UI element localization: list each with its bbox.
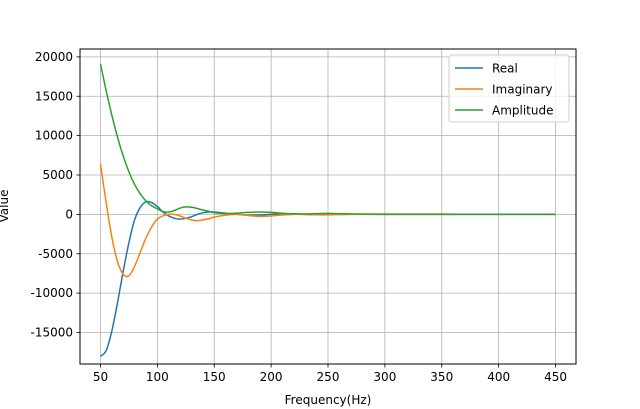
legend-label-imaginary: Imaginary <box>492 83 553 97</box>
series-line-amplitude <box>99 63 556 215</box>
x-tick-label: 100 <box>146 370 169 384</box>
y-tick-label: 5000 <box>42 168 73 182</box>
x-axis-title: Frequency(Hz) <box>285 393 372 407</box>
x-tick-label: 300 <box>373 370 396 384</box>
y-tick-label: 10000 <box>35 129 73 143</box>
x-axis: 50 100 150 200 250 300 350 400 450 <box>93 364 567 384</box>
y-tick-label: -10000 <box>30 286 73 300</box>
x-tick-label: 250 <box>317 370 340 384</box>
y-tick-label: 0 <box>65 207 73 221</box>
y-tick-label: 20000 <box>35 50 73 64</box>
legend-label-amplitude: Amplitude <box>492 104 554 118</box>
y-axis: -15000 -10000 -5000 0 5000 10000 15000 20000 <box>30 50 80 340</box>
x-tick-label: 200 <box>260 370 283 384</box>
legend: Real Imaginary Amplitude <box>448 54 570 123</box>
x-tick-label: 350 <box>430 370 453 384</box>
x-tick-label: 400 <box>487 370 510 384</box>
y-tick-label: -15000 <box>30 326 73 340</box>
x-tick-label: 450 <box>544 370 567 384</box>
y-tick-label: 15000 <box>35 89 73 103</box>
legend-box <box>448 54 570 123</box>
series-group <box>99 63 556 357</box>
x-tick-label: 50 <box>93 370 108 384</box>
legend-label-real: Real <box>492 62 518 76</box>
y-tick-label: -5000 <box>38 247 73 261</box>
x-tick-label: 150 <box>203 370 226 384</box>
y-axis-title: Value <box>0 190 11 223</box>
